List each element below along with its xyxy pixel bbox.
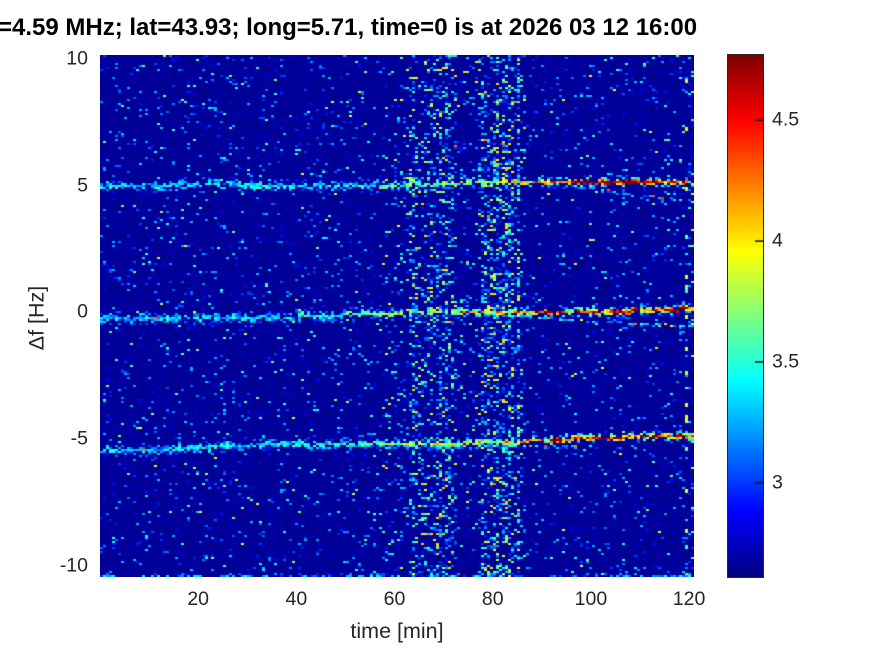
colorbar-gradient — [727, 54, 764, 578]
y-tick-label: -10 — [59, 554, 88, 577]
x-tick-label: 80 — [481, 588, 504, 610]
y-tick-label: 10 — [66, 47, 88, 70]
x-tick-label: 20 — [187, 588, 210, 610]
colorbar-tick-label: 4 — [772, 229, 783, 252]
x-tick-label: 100 — [574, 588, 608, 610]
x-axis-label: time [min] — [350, 619, 444, 643]
chart-title: =4.59 MHz; lat=43.93; long=5.71, time=0 … — [0, 14, 698, 41]
spectrogram-heatmap — [100, 55, 694, 577]
y-tick-label: 0 — [77, 300, 88, 323]
x-tick-label: 60 — [383, 588, 406, 610]
colorbar-tick-label: 3.5 — [772, 350, 800, 373]
y-tick-label: 5 — [77, 174, 88, 196]
y-tick-label: -5 — [70, 427, 88, 450]
colorbar-tick-label: 4.5 — [772, 108, 800, 131]
x-tick-label: 40 — [285, 588, 308, 610]
colorbar-tick-label: 3 — [772, 471, 783, 494]
x-tick-label: 120 — [672, 588, 706, 610]
